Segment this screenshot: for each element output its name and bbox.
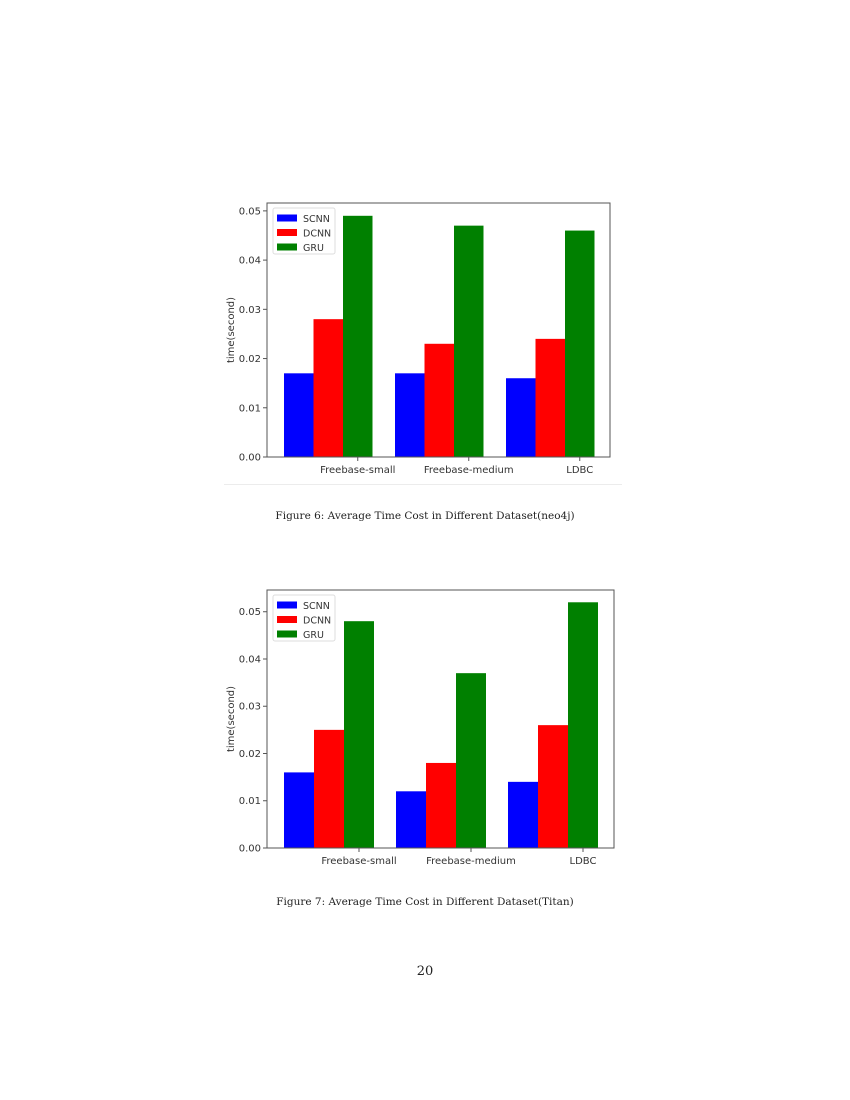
x-tick-label: Freebase-small bbox=[320, 465, 395, 476]
bar-scnn-ldbc bbox=[508, 781, 538, 848]
x-tick-label: LDBC bbox=[566, 465, 593, 476]
legend-label-gru: GRU bbox=[303, 243, 324, 254]
x-tick-label: LDBC bbox=[570, 856, 597, 867]
y-tick-label: 0.04 bbox=[239, 256, 261, 267]
bar-chart-neo4j: 0.00 0.01 0.02 0.03 0.04 0.05 Freebase-small Fr… bbox=[226, 202, 611, 476]
legend-label-dcnn: DCNN bbox=[303, 616, 331, 627]
y-tick-label: 0.00 bbox=[239, 844, 261, 855]
bar-chart-titan: 0.00 0.01 0.02 0.03 0.04 0.05 Freebase-small Fr… bbox=[226, 589, 615, 867]
bar-scnn-freebase-small bbox=[284, 373, 314, 457]
legend-swatch-gru bbox=[277, 243, 297, 251]
bar-gru-ldbc bbox=[565, 230, 595, 457]
y-tick-label: 0.05 bbox=[239, 607, 261, 618]
y-tick-label: 0.05 bbox=[239, 206, 261, 217]
x-tick-label: Freebase-medium bbox=[426, 856, 516, 867]
y-axis-label: time(second) bbox=[226, 297, 237, 363]
bar-gru-ldbc bbox=[568, 602, 598, 848]
bar-scnn-freebase-medium bbox=[395, 373, 425, 457]
y-axis-label: time(second) bbox=[226, 686, 237, 752]
y-tick-label: 0.01 bbox=[239, 403, 261, 414]
legend-swatch-gru bbox=[277, 630, 297, 638]
bar-dcnn-ldbc bbox=[535, 338, 565, 457]
legend-swatch-dcnn bbox=[277, 616, 297, 623]
figure-caption: Figure 7: Average Time Cost in Different… bbox=[276, 896, 574, 908]
legend-label-dcnn: DCNN bbox=[303, 229, 331, 240]
bar-dcnn-freebase-medium bbox=[424, 343, 454, 457]
figure-caption: Figure 6: Average Time Cost in Different… bbox=[275, 510, 575, 522]
legend-swatch-dcnn bbox=[277, 229, 297, 236]
y-tick-label: 0.03 bbox=[239, 305, 261, 316]
legend-label-gru: GRU bbox=[303, 630, 324, 641]
y-tick-label: 0.01 bbox=[239, 796, 261, 807]
legend-label-scnn: SCNN bbox=[303, 601, 330, 612]
bar-dcnn-ldbc bbox=[538, 725, 568, 848]
bar-gru-freebase-small bbox=[343, 215, 373, 457]
plot-frame bbox=[266, 589, 615, 849]
legend-swatch-scnn bbox=[277, 601, 297, 609]
y-tick-label: 0.00 bbox=[239, 453, 261, 464]
bar-dcnn-freebase-small bbox=[314, 729, 344, 848]
bar-gru-freebase-small bbox=[344, 621, 374, 848]
bar-dcnn-freebase-medium bbox=[426, 762, 456, 848]
bar-dcnn-freebase-small bbox=[313, 319, 343, 457]
legend-swatch-scnn bbox=[277, 214, 297, 222]
y-tick-label: 0.04 bbox=[239, 654, 261, 665]
bar-scnn-freebase-medium bbox=[396, 791, 426, 848]
bar-scnn-freebase-small bbox=[284, 772, 314, 848]
x-tick-label: Freebase-medium bbox=[424, 465, 514, 476]
plot-frame bbox=[266, 202, 611, 458]
y-tick-label: 0.02 bbox=[239, 749, 261, 760]
bar-gru-freebase-medium bbox=[456, 673, 486, 848]
bar-scnn-ldbc bbox=[506, 378, 536, 457]
figure-divider bbox=[224, 484, 622, 485]
page-number: 20 bbox=[416, 964, 434, 979]
bar-gru-freebase-medium bbox=[454, 225, 484, 457]
legend-label-scnn: SCNN bbox=[303, 214, 330, 225]
y-tick-label: 0.02 bbox=[239, 354, 261, 365]
y-tick-label: 0.03 bbox=[239, 702, 261, 713]
x-tick-label: Freebase-small bbox=[321, 856, 396, 867]
